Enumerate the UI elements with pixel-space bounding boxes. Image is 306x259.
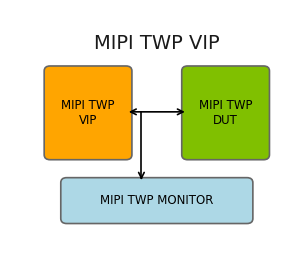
Text: MIPI TWP VIP: MIPI TWP VIP	[94, 34, 220, 53]
FancyBboxPatch shape	[61, 178, 253, 224]
Text: MIPI TWP
VIP: MIPI TWP VIP	[61, 99, 115, 127]
FancyBboxPatch shape	[182, 66, 270, 160]
Text: MIPI TWP
DUT: MIPI TWP DUT	[199, 99, 252, 127]
Text: MIPI TWP MONITOR: MIPI TWP MONITOR	[100, 194, 214, 207]
FancyBboxPatch shape	[44, 66, 132, 160]
